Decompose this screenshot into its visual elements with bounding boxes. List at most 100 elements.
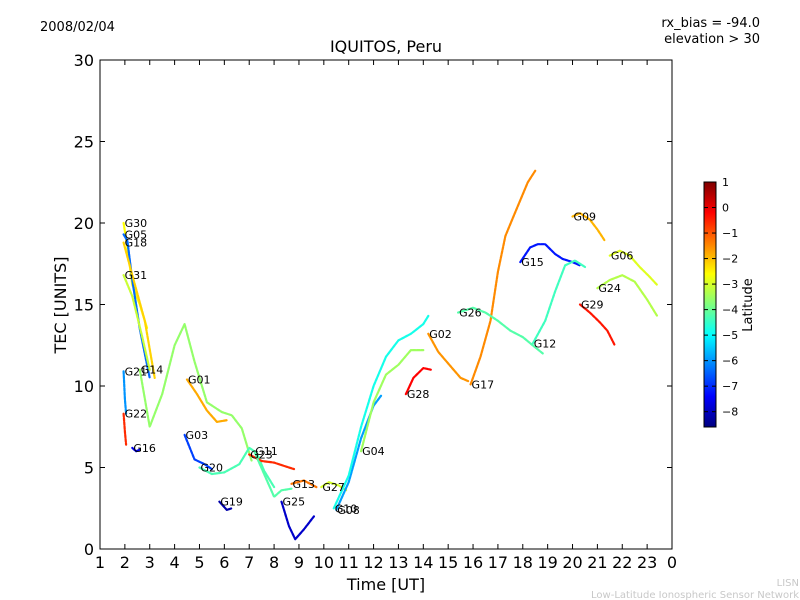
footer-org-short: LISN (777, 578, 799, 589)
colorbar-label: Latitude (741, 278, 756, 332)
x-tick-label: 16 (463, 553, 483, 572)
series-track-g12 (531, 259, 587, 345)
colorbar-tick-label: −3 (722, 278, 738, 291)
x-tick-label: 11 (339, 553, 359, 572)
y-tick-label: 10 (74, 377, 94, 396)
series-track-g26 (457, 306, 544, 355)
series-layer (122, 169, 659, 541)
series-label-g23: G23 (250, 448, 273, 461)
colorbar-tick-label: −4 (722, 304, 738, 317)
series-track-g24 (596, 274, 659, 317)
colorbar-tick-label: −8 (722, 406, 738, 419)
y-tick-label: 0 (84, 540, 94, 559)
series-track-g19 (218, 500, 233, 511)
series-track-g17 (469, 169, 537, 386)
x-tick-label: 10 (314, 553, 334, 572)
x-tick-label: 12 (363, 553, 383, 572)
plot-area: 1 2 3 4 5 6 7 8 9 10 11 12 13 14 15 16 17 18 19 20 21 22 23 0 0… (74, 51, 677, 572)
x-tick-label: 9 (294, 553, 304, 572)
x-tick-label: 3 (145, 553, 155, 572)
series-label-g14: G14 (141, 364, 164, 377)
series-track-g11 (253, 450, 293, 498)
series-label-g26: G26 (459, 307, 482, 320)
x-axis: 1 2 3 4 5 6 7 8 9 10 11 12 13 14 15 16 17 18 19 20 21 22 23 0 (95, 60, 677, 572)
series-label-g04: G04 (362, 445, 385, 458)
x-tick-label: 15 (438, 553, 458, 572)
colorbar-tick-label: 1 (722, 176, 729, 189)
x-tick-label: 5 (194, 553, 204, 572)
x-tick-label: 14 (413, 553, 433, 572)
y-axis-label: TEC [UNITS] (51, 257, 70, 355)
series-label-g10: G10 (335, 502, 358, 515)
series-label-g16: G16 (133, 442, 156, 455)
series-label-g27: G27 (322, 481, 345, 494)
satellite-labels: G30G05G18G31G21G22G16G14G01G03G19G20G23G… (125, 210, 634, 516)
series-track-g31 (122, 274, 151, 371)
y-tick-label: 20 (74, 214, 94, 233)
series-track-g03 (183, 433, 213, 471)
chart-title: IQUITOS, Peru (330, 37, 442, 56)
series-track-g21 (122, 370, 128, 415)
series-track-g09 (571, 212, 607, 242)
series-label-g08: G08 (337, 504, 360, 517)
series-label-g28: G28 (407, 388, 430, 401)
series-label-g02: G02 (429, 328, 452, 341)
series-label-g06: G06 (611, 250, 634, 263)
date-label: 2008/02/04 (40, 20, 115, 35)
x-tick-label: 18 (513, 553, 533, 572)
series-label-g22: G22 (125, 408, 148, 421)
x-tick-label: 21 (587, 553, 607, 572)
colorbar-tick-label: 0 (722, 202, 729, 215)
elevation-label: elevation > 30 (664, 32, 760, 47)
series-track-g16 (131, 446, 141, 453)
x-tick-label: 8 (269, 553, 279, 572)
colorbar-tick-label: −5 (722, 329, 738, 342)
x-tick-label: 6 (219, 553, 229, 572)
series-track-g18 (122, 241, 156, 379)
series-label-g13: G13 (292, 478, 315, 491)
series-label-g31: G31 (125, 269, 148, 282)
colorbar-tick-label: −2 (722, 253, 738, 266)
series-track-g14 (138, 323, 253, 463)
y-axis: 0 5 10 15 20 25 30 (74, 51, 672, 559)
series-track-g25 (280, 500, 315, 541)
series-label-g21: G21 (125, 365, 148, 378)
series-label-g18: G18 (125, 237, 148, 250)
x-tick-label: 17 (488, 553, 508, 572)
series-label-g11: G11 (255, 445, 278, 458)
series-track-g01 (185, 378, 228, 423)
series-track-g13 (290, 479, 318, 489)
colorbar-gradient (703, 181, 717, 428)
series-label-g30: G30 (125, 217, 148, 230)
series-track-g10 (332, 314, 430, 510)
bias-label: rx_bias = -94.0 (661, 16, 760, 31)
series-label-g03: G03 (186, 429, 209, 442)
series-track-g28 (404, 367, 432, 396)
series-label-g05: G05 (125, 228, 148, 241)
series-label-g09: G09 (574, 210, 597, 223)
x-tick-label: 22 (612, 553, 632, 572)
series-label-g01: G01 (188, 373, 211, 386)
series-label-g19: G19 (220, 496, 243, 509)
x-tick-label: 20 (562, 553, 582, 572)
y-tick-label: 30 (74, 51, 94, 70)
series-track-g02 (427, 332, 470, 383)
series-track-g04 (360, 349, 425, 453)
x-tick-label: 23 (637, 553, 657, 572)
series-track-g06 (608, 249, 659, 286)
x-tick-label: 7 (244, 553, 254, 572)
colorbar: 1 0 −1 −2 −3 −4 −5 −6 −7 −8 Latitude (703, 176, 756, 428)
footer-org-full: Low-Latitude Ionospheric Sensor Network (591, 590, 799, 600)
series-label-g20: G20 (200, 462, 223, 475)
colorbar-tick-label: −1 (722, 227, 738, 240)
colorbar-tick-label: −6 (722, 355, 738, 368)
series-label-g15: G15 (521, 256, 544, 269)
x-tick-label: 4 (170, 553, 180, 572)
x-tick-label: 19 (537, 553, 557, 572)
y-tick-label: 15 (74, 296, 94, 315)
series-label-g17: G17 (472, 378, 495, 391)
series-label-g25: G25 (283, 496, 306, 509)
y-tick-label: 25 (74, 133, 94, 152)
